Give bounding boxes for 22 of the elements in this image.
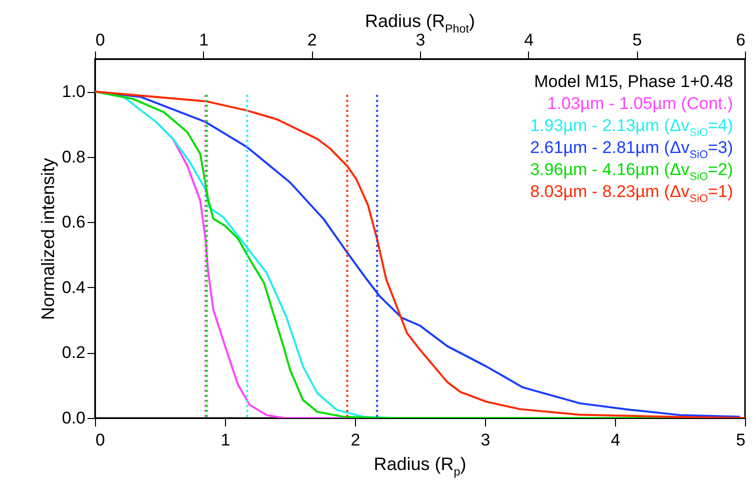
y-tick-label: 1.0 <box>62 82 86 102</box>
x2-tick-label: 6 <box>736 30 746 50</box>
x2-tick-label: 2 <box>307 30 317 50</box>
y-tick-label: 0.8 <box>62 147 86 166</box>
x2-tick-label: 4 <box>524 30 534 50</box>
x2-tick-label: 1 <box>199 30 209 50</box>
x2-tick-label: 0 <box>96 30 105 50</box>
x-tick-label: 4 <box>610 430 620 450</box>
y-tick-label: 0.2 <box>62 343 86 362</box>
x2-tick-label: 3 <box>416 30 426 50</box>
y-tick-label: 0.6 <box>62 212 86 232</box>
x-tick-label: 1 <box>220 430 230 450</box>
y-tick-label: 0.0 <box>62 408 86 428</box>
legend-title: Model M15, Phase 1+0.48 <box>534 72 734 91</box>
x-tick-label: 2 <box>350 430 360 450</box>
x-tick-label: 3 <box>480 430 490 450</box>
x-tick-label: 0 <box>96 430 105 450</box>
x2-tick-label: 5 <box>632 30 642 50</box>
y-tick-label: 0.4 <box>62 278 86 297</box>
x-tick-label: 5 <box>736 430 746 450</box>
text: 1.03µm - 1.05µm (Cont.) <box>547 94 734 113</box>
y-axis-title: Normalized intensity <box>38 158 58 320</box>
